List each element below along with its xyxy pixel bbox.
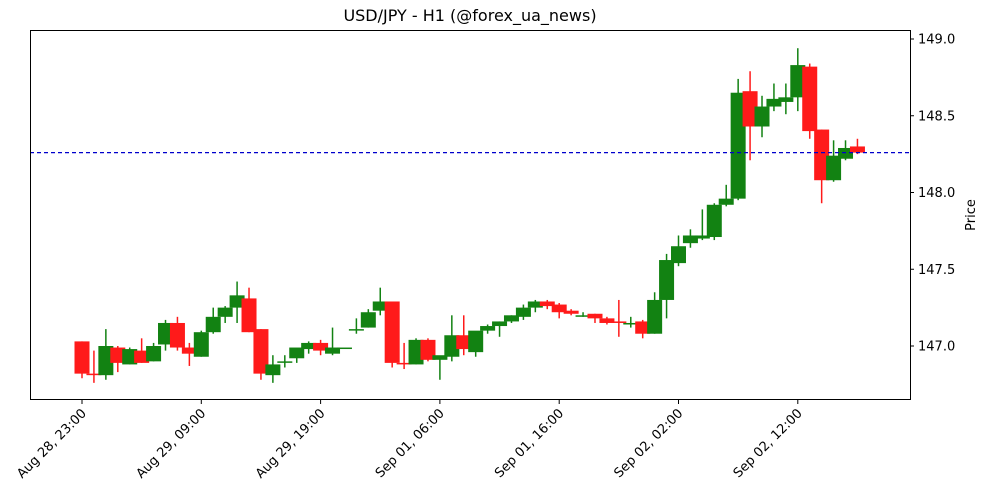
candle: [86, 350, 102, 383]
candle: [563, 309, 579, 316]
candle: [611, 299, 627, 337]
plot-frame: [30, 30, 911, 400]
x-tick-label: Aug 29, 09:00: [134, 406, 210, 482]
candle: [635, 319, 651, 339]
y-axis-label: Price: [964, 199, 979, 231]
candle: [348, 318, 364, 334]
candle: [217, 306, 233, 323]
candle: [360, 309, 376, 328]
candle: [432, 355, 448, 380]
candle: [754, 95, 770, 138]
candle: [396, 342, 412, 370]
candle: [515, 304, 531, 320]
candle: [599, 316, 615, 325]
candle: [575, 312, 591, 317]
candle: [480, 324, 496, 334]
candle: [420, 338, 436, 362]
candle: [539, 299, 555, 310]
candle: [838, 140, 854, 161]
candle: [492, 321, 508, 337]
chart-title: USD/JPY - H1 (@forex_ua_news): [343, 6, 597, 25]
candle: [205, 307, 221, 334]
candle: [336, 347, 352, 350]
candle: [122, 347, 138, 365]
candle: [623, 316, 639, 328]
candle: [384, 301, 400, 368]
x-tick-label: Sep 02, 02:00: [611, 406, 686, 481]
x-axis: Aug 28, 23:00 Aug 29, 09:00 Aug 29, 19:00 S…: [14, 400, 806, 482]
candle: [742, 71, 758, 161]
candle: [706, 203, 722, 241]
y-tick-label: 148.5: [918, 109, 955, 124]
x-tick-label: Aug 29, 19:00: [253, 406, 329, 482]
candle: [169, 316, 185, 351]
y-axis: 147.0 147.5 148.0 148.5 149.0: [910, 33, 955, 355]
candle: [826, 140, 842, 182]
candle: [158, 319, 174, 351]
candle: [527, 299, 543, 313]
candle: [849, 138, 865, 155]
candle: [671, 235, 686, 267]
x-tick-label: Sep 02, 12:00: [731, 406, 806, 481]
candle: [694, 209, 710, 241]
x-tick-label: Sep 01, 06:00: [373, 406, 448, 481]
candle: [277, 355, 293, 368]
candle: [241, 287, 257, 333]
candle: [503, 315, 519, 323]
candle: [313, 339, 329, 356]
candles-layer: [74, 48, 865, 383]
y-tick-label: 149.0: [918, 33, 955, 48]
candle: [444, 315, 460, 362]
candle: [408, 338, 424, 365]
y-tick-label: 148.0: [918, 186, 955, 201]
candle: [718, 184, 734, 207]
candle: [110, 346, 126, 373]
candle: [301, 341, 317, 354]
candle: [456, 315, 472, 356]
y-tick-label: 147.0: [918, 340, 955, 355]
candle: [468, 330, 484, 357]
candle: [551, 303, 567, 319]
candle: [682, 229, 698, 248]
candle: [790, 48, 806, 112]
candle: [253, 329, 269, 380]
candle: [372, 287, 388, 316]
y-tick-label: 147.5: [918, 263, 955, 278]
candle: [289, 347, 305, 363]
candle: [325, 327, 341, 356]
candle: [730, 78, 746, 201]
candle: [146, 342, 162, 362]
candle: [647, 292, 663, 334]
candle: [802, 63, 818, 139]
candle: [98, 329, 114, 380]
candle: [181, 342, 197, 366]
candle: [814, 129, 830, 204]
x-tick-label: Aug 28, 23:00: [14, 406, 90, 482]
candle: [134, 338, 150, 363]
candle: [193, 330, 209, 357]
x-tick-label: Sep 01, 16:00: [492, 406, 567, 481]
candle: [587, 313, 603, 323]
candle: [766, 83, 782, 112]
candle: [659, 253, 675, 319]
candle: [229, 281, 245, 323]
candle: [265, 355, 281, 383]
candle: [74, 341, 90, 379]
candle: [778, 83, 794, 115]
